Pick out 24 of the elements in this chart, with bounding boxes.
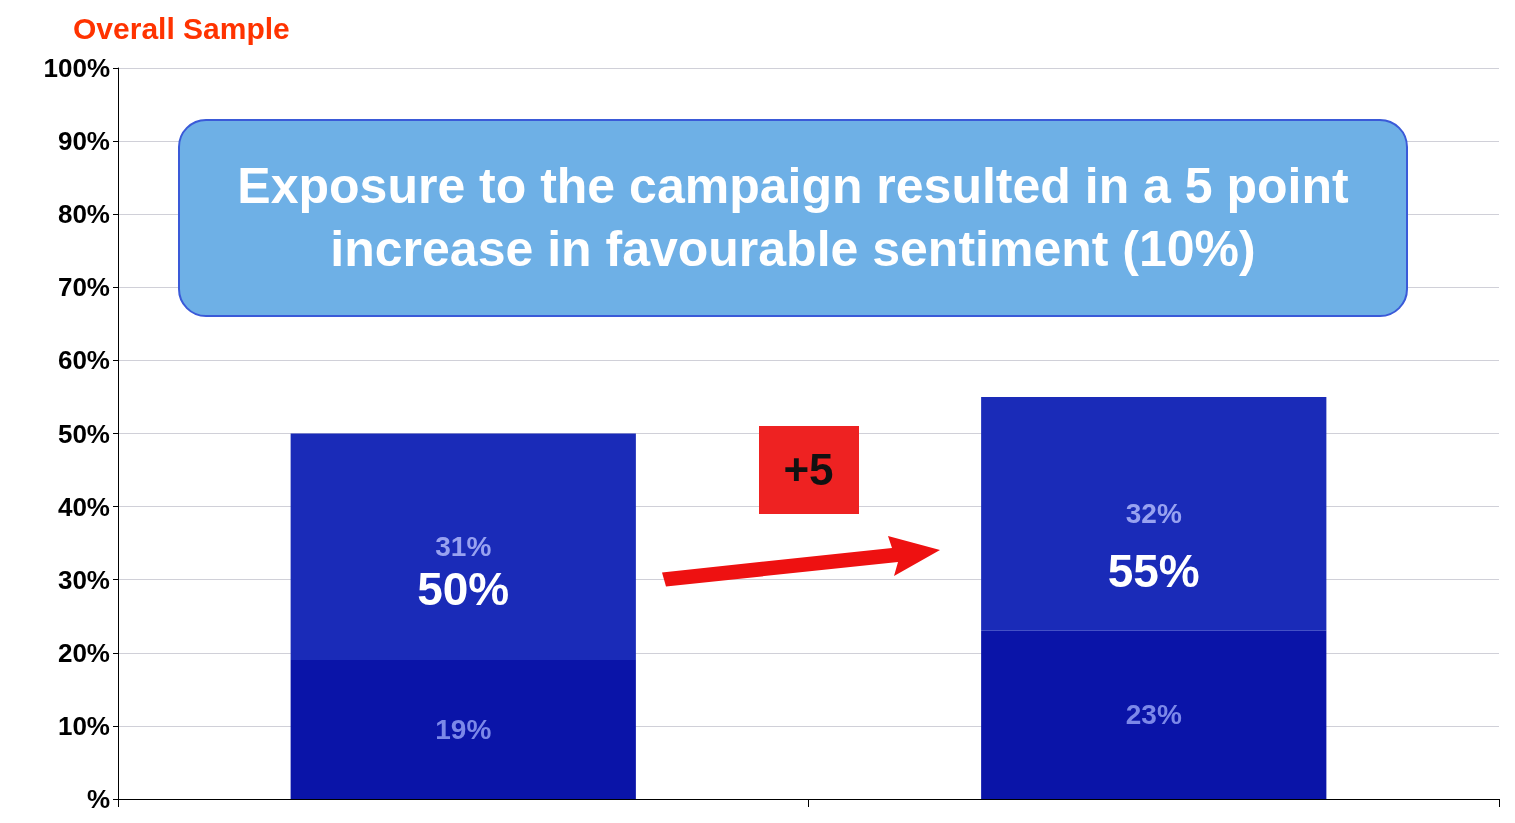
annotation: Exposure to the campaign resulted in a 5 point increase in favourable sentiment (10%) xyxy=(178,119,1408,317)
y-tick-label: 90% xyxy=(57,126,110,157)
y-tick-label: 80% xyxy=(57,199,110,230)
annotation: +5 xyxy=(758,426,859,514)
total-label: 50% xyxy=(416,562,511,616)
y-tick-label: 70% xyxy=(57,272,110,303)
y-tick-label: 60% xyxy=(57,345,110,376)
y-tick-label: 30% xyxy=(57,564,110,595)
y-tick-label: 20% xyxy=(57,637,110,668)
data-label: 32% xyxy=(1125,498,1182,530)
bar xyxy=(981,630,1327,799)
total-label: 55% xyxy=(1106,543,1201,598)
y-tick-label: 50% xyxy=(57,418,110,449)
data-label: 23% xyxy=(1125,699,1182,731)
bar xyxy=(290,660,636,799)
data-label: 31% xyxy=(435,531,492,563)
y-tick-label: % xyxy=(86,784,110,814)
bar xyxy=(290,433,636,661)
data-label: 19% xyxy=(435,714,492,746)
y-tick-label: 100% xyxy=(43,53,110,83)
y-tick-label: 40% xyxy=(57,491,110,522)
bar xyxy=(981,396,1327,631)
chart-title: Overall Sample xyxy=(73,11,290,45)
y-tick-label: 10% xyxy=(57,710,110,741)
